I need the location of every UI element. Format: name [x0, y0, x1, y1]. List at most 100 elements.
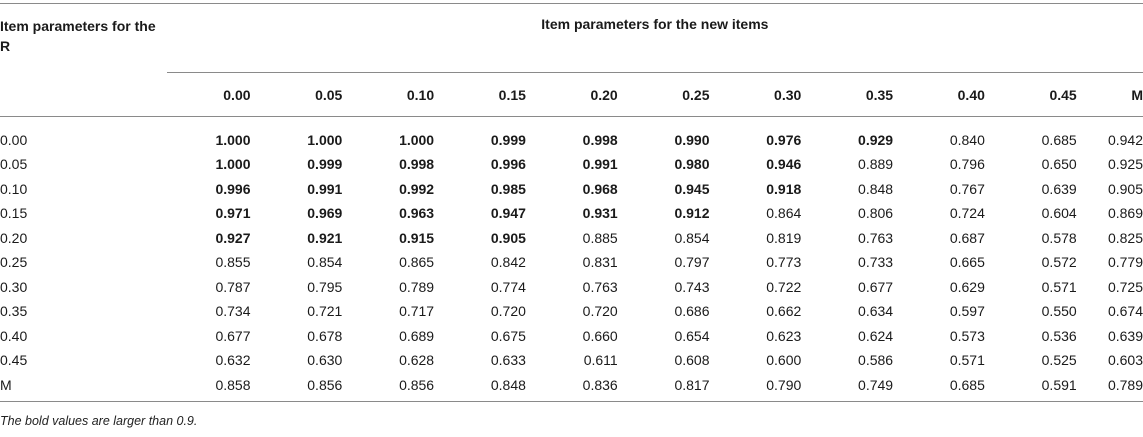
table-cell: 0.675	[490, 327, 526, 344]
table-cell: 0.685	[901, 372, 993, 402]
row-label: 0.40	[0, 327, 28, 344]
table-cell: 0.630	[307, 352, 343, 369]
table-cell: 0.992	[399, 180, 435, 197]
table-cell: 0.779	[1107, 254, 1143, 271]
row-label: 0.25	[0, 254, 28, 271]
table-cell: 0.743	[674, 278, 710, 295]
table-cell: 0.665	[949, 254, 985, 271]
table-cell: 0.632	[215, 352, 251, 369]
table-cell: 0.946	[766, 156, 802, 173]
table-cell: 0.825	[1107, 229, 1143, 246]
column-header: 0.05	[258, 72, 351, 117]
table-cell: 0.749	[809, 372, 902, 402]
table-cell: 0.603	[1107, 352, 1143, 369]
table-cell: 0.639	[1041, 180, 1077, 197]
row-label: 0.45	[0, 352, 28, 369]
table-cell: 0.998	[582, 132, 618, 148]
table-cell: 0.998	[399, 156, 435, 173]
table-cell: 0.864	[766, 205, 802, 222]
table-cell: 0.817	[625, 372, 718, 402]
table-cell: 0.885	[582, 229, 618, 246]
table-cell: 0.611	[583, 352, 618, 369]
table-cell: 0.848	[858, 180, 894, 197]
column-header: 0.25	[625, 72, 718, 117]
table-cell: 0.806	[858, 205, 894, 222]
table-cell: 0.869	[1107, 205, 1143, 222]
table-cell: 0.927	[215, 229, 251, 246]
column-header: 0.00	[166, 72, 259, 117]
table-cell: 0.947	[490, 205, 526, 222]
table-cell: 0.797	[674, 254, 710, 271]
table-cell: 0.991	[307, 180, 343, 197]
table-cell: 0.763	[858, 229, 894, 246]
table-cell: 0.790	[717, 372, 810, 402]
table-cell: 0.629	[949, 278, 985, 295]
table-cell: 0.686	[674, 303, 710, 320]
table-cell: 0.591	[992, 372, 1085, 402]
row-label: 0.15	[0, 205, 28, 222]
table-footnote: The bold values are larger than 0.9.	[0, 414, 198, 428]
table-cell: 0.840	[949, 132, 985, 148]
table-cell: 0.536	[1041, 327, 1077, 344]
table-cell: 0.999	[307, 156, 343, 173]
row-label: 0.10	[0, 180, 28, 197]
table-cell: 0.650	[1041, 156, 1077, 173]
table-cell: 1.000	[307, 132, 343, 148]
table-cell: 0.634	[858, 303, 894, 320]
table-row: 0.30 0.787 0.795 0.789 0.774 0.763 0.743 0.722 0…	[0, 275, 1143, 300]
table-header: Item parameters for the R Item parameter…	[0, 3, 1143, 117]
table-cell: 0.796	[949, 156, 985, 173]
table-cell: 0.918	[766, 180, 802, 197]
table-cell: 0.836	[533, 372, 626, 402]
table-cell: 0.931	[582, 205, 618, 222]
table-cell: 0.842	[490, 254, 526, 271]
table-cell: 1.000	[399, 132, 435, 148]
table-cell: 0.571	[1041, 278, 1077, 295]
table-cell: 0.858	[166, 372, 259, 402]
table-cell: 0.971	[215, 205, 251, 222]
table-cell: 0.624	[858, 327, 894, 344]
table-cell: 0.774	[490, 278, 526, 295]
row-label: 0.05	[0, 156, 28, 173]
table-cell: 0.662	[766, 303, 802, 320]
table-cell: 0.915	[399, 229, 435, 246]
column-header: 0.40	[901, 72, 993, 117]
column-header: 0.15	[442, 72, 534, 117]
table-cell: 0.929	[858, 132, 894, 148]
table-cell: 0.963	[399, 205, 435, 222]
table-cell: 0.996	[215, 180, 251, 197]
table-cell: 0.787	[215, 278, 251, 295]
table-cell: 0.976	[766, 132, 802, 148]
row-label: 0.00	[0, 132, 28, 148]
table-cell: 0.597	[949, 303, 985, 320]
table-row: 0.15 0.971 0.969 0.963 0.947 0.931 0.912 0.864 0…	[0, 201, 1143, 226]
table-cell: 0.968	[582, 180, 618, 197]
table-cell: 0.819	[766, 229, 802, 246]
table-cell: 0.831	[582, 254, 618, 271]
table-cell: 0.628	[399, 352, 435, 369]
table-cell: 0.865	[399, 254, 435, 271]
table-cell: 0.717	[399, 303, 435, 320]
table-cell: 0.905	[490, 229, 526, 246]
table-cell: 0.789	[399, 278, 435, 295]
table-cell: 0.733	[858, 254, 894, 271]
table-cell: 1.000	[215, 132, 251, 148]
table-row: 0.00 1.000 1.000 1.000 0.999 0.998 0.990 0.976 0…	[0, 117, 1143, 153]
span-header: Item parameters for the new items	[166, 3, 1143, 73]
column-header: 0.20	[533, 72, 626, 117]
table-cell: 0.912	[674, 205, 710, 222]
table-cell: 0.856	[350, 372, 443, 402]
table-cell: 0.996	[490, 156, 526, 173]
table-cell: 0.685	[1041, 132, 1077, 148]
table-row: 0.05 1.000 0.999 0.998 0.996 0.991 0.980 0.946 0…	[0, 152, 1143, 177]
table-cell: 0.623	[766, 327, 802, 344]
table-row: 0.25 0.855 0.854 0.865 0.842 0.831 0.797 0.773 0…	[0, 250, 1143, 275]
table-cell: 0.905	[1107, 180, 1143, 197]
table-cell: 0.773	[766, 254, 802, 271]
table-cell: 0.721	[307, 303, 343, 320]
table-cell: 0.999	[490, 132, 526, 148]
table-cell: 0.674	[1107, 303, 1143, 320]
table-cell: 0.724	[949, 205, 985, 222]
table-cell: 0.795	[307, 278, 343, 295]
